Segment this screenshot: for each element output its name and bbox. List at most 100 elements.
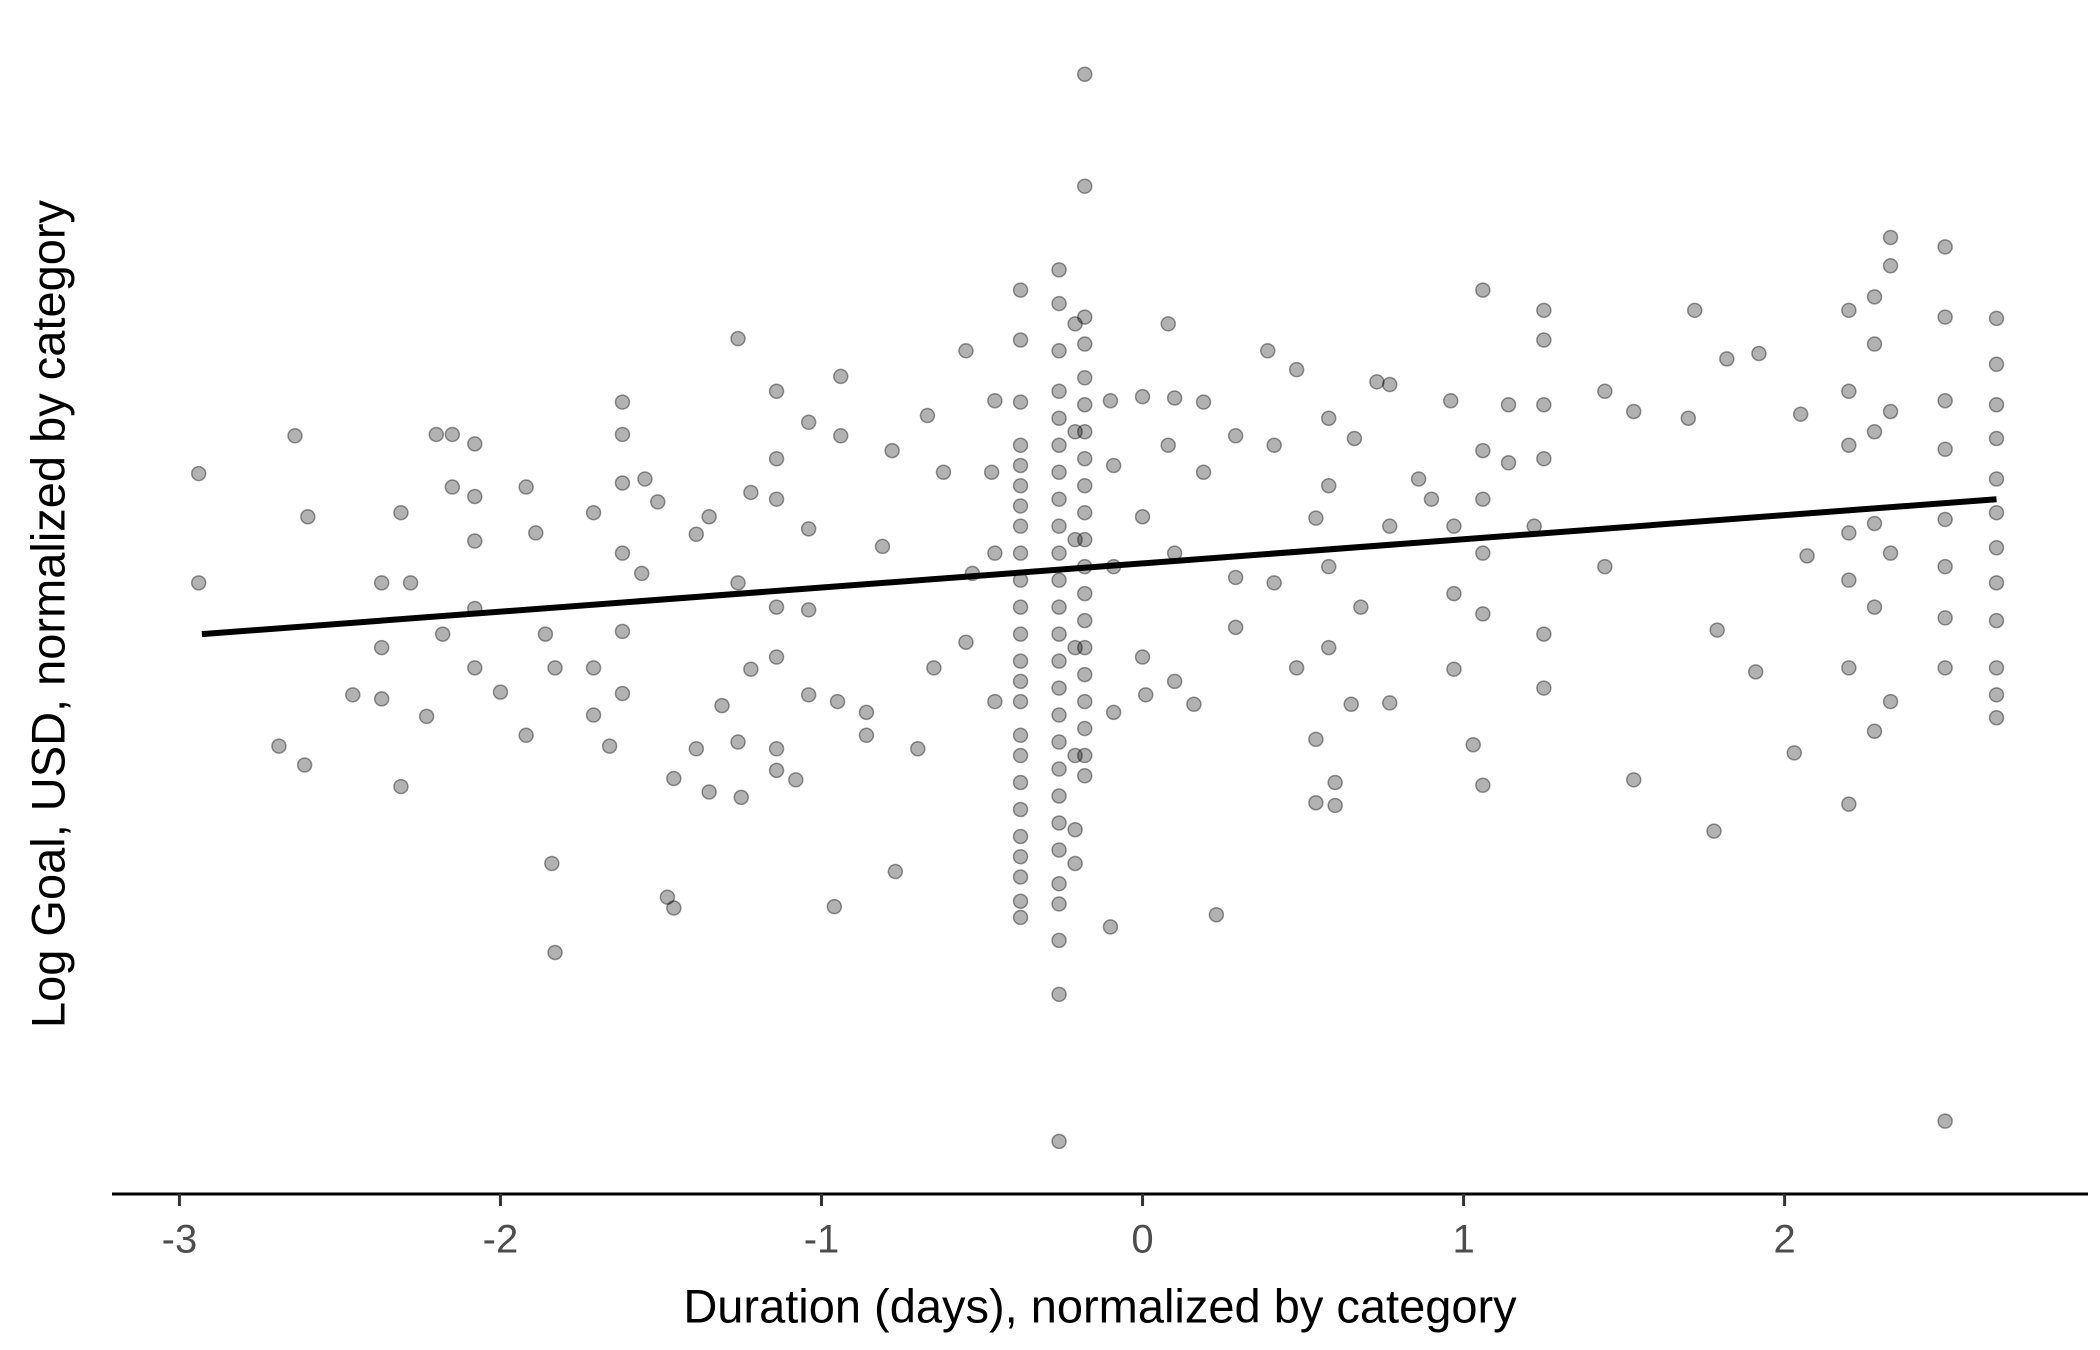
point (467, 533, 483, 549)
point (1105, 457, 1122, 474)
point (701, 508, 717, 525)
point (650, 494, 666, 510)
x-tick-label: -2 (483, 1218, 519, 1262)
point (1988, 687, 2005, 703)
point (1841, 572, 1857, 588)
point (1051, 932, 1067, 949)
point (1077, 639, 1093, 656)
point (800, 687, 817, 703)
point (858, 727, 875, 744)
point (614, 426, 631, 443)
point (1866, 515, 1883, 532)
point (428, 426, 445, 443)
point (768, 491, 785, 507)
point (958, 634, 974, 650)
point (1706, 823, 1722, 839)
point (768, 450, 785, 467)
point (1051, 875, 1067, 892)
point (1077, 309, 1093, 325)
point (1051, 572, 1067, 588)
point (1077, 612, 1093, 629)
point (768, 599, 785, 615)
point (1077, 450, 1093, 467)
point (1709, 622, 1725, 638)
point (1166, 673, 1183, 690)
point (287, 428, 303, 444)
point (1051, 491, 1067, 507)
point (1308, 510, 1324, 526)
point (833, 368, 849, 385)
point (1051, 410, 1067, 427)
point (1012, 774, 1029, 791)
point (1012, 457, 1029, 474)
y-axis-title: Log Goal, USD, normalized by category (21, 199, 74, 1028)
point (1841, 660, 1857, 676)
point (1937, 392, 1953, 409)
point (1051, 518, 1067, 534)
point (1051, 599, 1067, 615)
point (1882, 693, 1899, 710)
point (271, 738, 287, 754)
point (518, 727, 534, 744)
point (1012, 437, 1029, 453)
point (1597, 558, 1613, 575)
point (1369, 374, 1385, 390)
point (1381, 376, 1398, 393)
point (768, 383, 785, 400)
point (1067, 747, 1083, 764)
point (983, 464, 1000, 480)
point (1988, 540, 2005, 556)
point (958, 343, 974, 359)
point (614, 685, 631, 702)
x-tick-label: -1 (804, 1218, 840, 1262)
point (373, 639, 390, 656)
point (300, 508, 316, 525)
point (1320, 639, 1337, 656)
point (1051, 343, 1067, 359)
point (1012, 673, 1029, 690)
point (1475, 491, 1491, 507)
point (1077, 666, 1093, 683)
point (826, 898, 843, 915)
point (1012, 394, 1029, 410)
point (1680, 410, 1697, 427)
point (1051, 383, 1067, 400)
point (402, 575, 419, 591)
point (1012, 727, 1029, 744)
point (1012, 693, 1029, 710)
point (1841, 796, 1857, 812)
point (1012, 848, 1029, 865)
point (1077, 720, 1093, 737)
point (666, 770, 682, 787)
point (547, 944, 563, 961)
point (1051, 788, 1067, 804)
point (1012, 498, 1029, 514)
point (1077, 531, 1093, 548)
point (585, 660, 602, 676)
point (1012, 518, 1029, 534)
point (1937, 441, 1953, 458)
point (1475, 282, 1491, 298)
point (1446, 518, 1462, 534)
point (935, 464, 952, 480)
point (858, 704, 875, 721)
point (1227, 569, 1244, 586)
point (1446, 661, 1462, 677)
point (768, 741, 785, 757)
point (1866, 423, 1883, 440)
point (701, 784, 717, 800)
point (910, 741, 926, 757)
point (1937, 1113, 1953, 1129)
point (1381, 518, 1398, 534)
point (1536, 450, 1552, 467)
point (614, 545, 631, 561)
point (528, 525, 544, 541)
point (1500, 455, 1517, 471)
point (987, 545, 1003, 561)
point (1866, 723, 1883, 740)
point (1012, 626, 1029, 642)
point (1410, 471, 1427, 487)
point (601, 738, 618, 754)
point (614, 394, 631, 410)
point (1077, 585, 1093, 602)
